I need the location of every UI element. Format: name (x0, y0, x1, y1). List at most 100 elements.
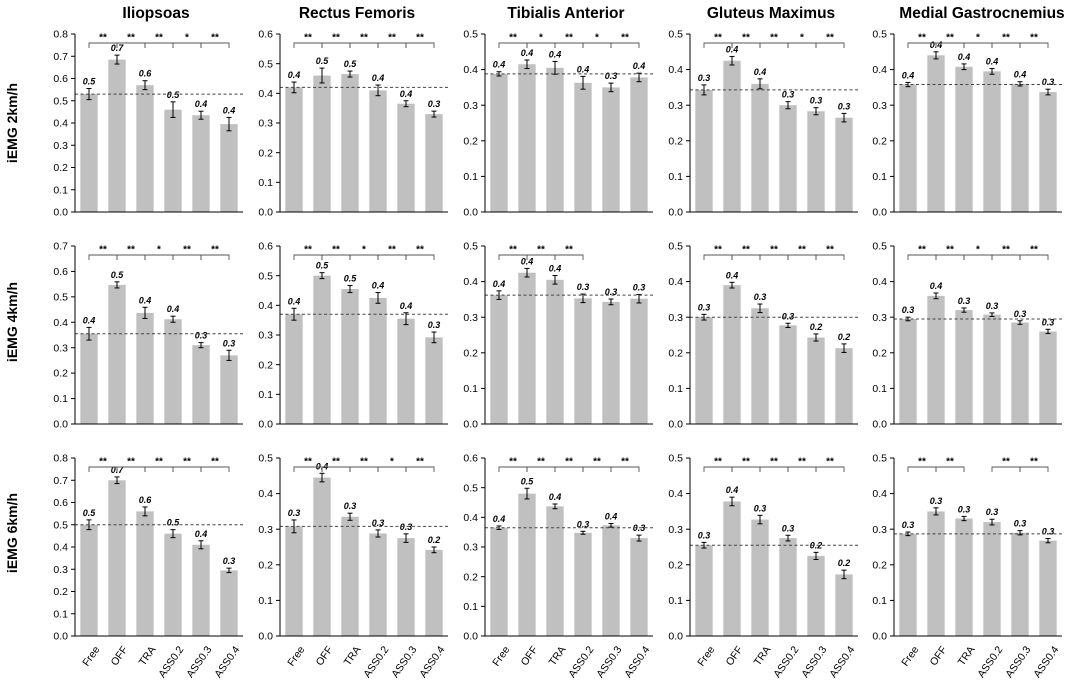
x-tick-label-ass0-3: ASS0.3 (1003, 644, 1033, 680)
y-tick-label: 0.4 (463, 512, 478, 524)
significance-marker: ** (304, 33, 312, 44)
significance-marker: ** (714, 245, 722, 256)
y-tick-label: 0.5 (668, 453, 683, 465)
bar-value-label: 0.5 (344, 59, 358, 69)
bar-value-label: 0.3 (344, 501, 357, 511)
column-title-gluteus-maximus: Gluteus Maximus (707, 5, 835, 22)
significance-marker: ** (918, 245, 926, 256)
bar-value-label: 0.3 (902, 305, 915, 315)
bar-value-label: 0.3 (1014, 309, 1027, 319)
bar-free (695, 317, 712, 424)
x-tick-label-ass0-2: ASS0.2 (771, 644, 801, 680)
significance-bracket (555, 467, 583, 472)
significance-marker: ** (304, 457, 312, 468)
significance-marker: ** (714, 33, 722, 44)
significance-marker: ** (826, 33, 834, 44)
bar-off (518, 494, 535, 636)
significance-marker: ** (946, 457, 954, 468)
significance-bracket (908, 467, 936, 472)
significance-bracket (322, 43, 350, 48)
significance-bracket (350, 467, 378, 472)
bar-value-label: 0.7 (111, 465, 125, 475)
significance-bracket (499, 467, 527, 472)
bar-off (313, 478, 330, 636)
significance-marker: ** (946, 33, 954, 44)
bar-value-label: 0.4 (400, 89, 413, 99)
significance-bracket (816, 43, 844, 48)
significance-bracket (89, 255, 117, 260)
significance-bracket (201, 255, 229, 260)
y-tick-label: 0.2 (463, 571, 478, 583)
bar-ass0-3 (602, 525, 619, 636)
x-tick-label-ass0-2: ASS0.2 (361, 644, 391, 680)
bar-value-label: 0.3 (754, 292, 767, 302)
significance-bracket (964, 43, 992, 48)
significance-bracket (378, 467, 406, 472)
significance-marker: ** (155, 457, 163, 468)
bar-ass0-2 (369, 298, 386, 424)
y-tick-label: 0.6 (463, 453, 478, 465)
y-tick-label: 0.4 (668, 64, 683, 76)
y-tick-label: 0.0 (668, 631, 683, 643)
bar-value-label: 0.4 (549, 49, 562, 59)
bar-value-label: 0.4 (493, 60, 506, 70)
bar-tra (341, 289, 358, 424)
significance-marker: ** (183, 457, 191, 468)
bar-ass0-2 (983, 71, 1000, 212)
bar-free (285, 314, 302, 424)
significance-marker: ** (742, 245, 750, 256)
y-tick-label: 0.6 (258, 241, 273, 253)
significance-bracket (350, 43, 378, 48)
y-tick-label: 0.1 (258, 595, 273, 607)
y-tick-label: 0.3 (872, 100, 887, 112)
bar-value-label: 0.7 (111, 43, 125, 53)
x-tick-label-ass0-2: ASS0.2 (156, 644, 186, 680)
significance-bracket (788, 43, 816, 48)
significance-marker: ** (798, 245, 806, 256)
significance-bracket (1020, 43, 1048, 48)
y-tick-label: 0.3 (258, 118, 273, 130)
bar-ass0-3 (397, 538, 414, 636)
y-tick-label: 0.4 (668, 276, 683, 288)
significance-bracket (294, 43, 322, 48)
significance-marker: * (185, 33, 189, 44)
bar-value-label: 0.3 (986, 507, 999, 517)
bar-value-label: 0.3 (288, 508, 301, 518)
significance-bracket (117, 255, 145, 260)
bar-ass0-4 (220, 570, 237, 636)
significance-marker: ** (211, 457, 219, 468)
bar-ass0-4 (1039, 541, 1056, 636)
y-tick-label: 0.1 (463, 383, 478, 395)
bar-value-label: 0.3 (958, 504, 971, 514)
significance-marker: ** (565, 245, 573, 256)
significance-marker: * (390, 457, 394, 468)
y-tick-label: 0.6 (258, 29, 273, 41)
y-tick-label: 0.4 (463, 64, 478, 76)
panel-iemg-2km-h-medial-gastrocnemius: 0.00.10.20.30.40.50.40.40.4 0.40.40.3** **… (872, 29, 1062, 219)
significance-bracket (555, 43, 583, 48)
y-tick-label: 0.7 (53, 475, 68, 487)
significance-bracket (732, 467, 760, 472)
x-tick-label-off: OFF (724, 644, 746, 668)
significance-marker: ** (416, 33, 424, 44)
significance-marker: ** (918, 457, 926, 468)
bar-off (108, 480, 125, 636)
significance-bracket (992, 43, 1020, 48)
y-tick-label: 0.4 (258, 488, 273, 500)
row-label-4kmh: iEMG 4km/h (4, 282, 20, 362)
significance-marker: ** (360, 457, 368, 468)
significance-marker: ** (770, 33, 778, 44)
y-tick-label: 0.4 (53, 118, 68, 130)
bar-free (899, 85, 916, 212)
panel-iemg-4km-h-rectus-femoris: 0.00.10.20.30.40.50.60.40.50.50.40.40.3*… (258, 241, 448, 431)
significance-marker: ** (1030, 457, 1038, 468)
bar-ass0-2 (369, 90, 386, 212)
bar-off (927, 296, 944, 424)
row-labels: iEMG 2km/h iEMG 4km/h iEMG 6km/h (4, 83, 20, 573)
bar-value-label: 0.4 (167, 304, 180, 314)
significance-bracket (201, 43, 229, 48)
x-tick-label-ass0-4: ASS0.4 (1031, 644, 1061, 680)
bar-value-label: 0.3 (958, 296, 971, 306)
y-tick-label: 0.1 (872, 383, 887, 395)
y-tick-label: 0.0 (53, 631, 68, 643)
